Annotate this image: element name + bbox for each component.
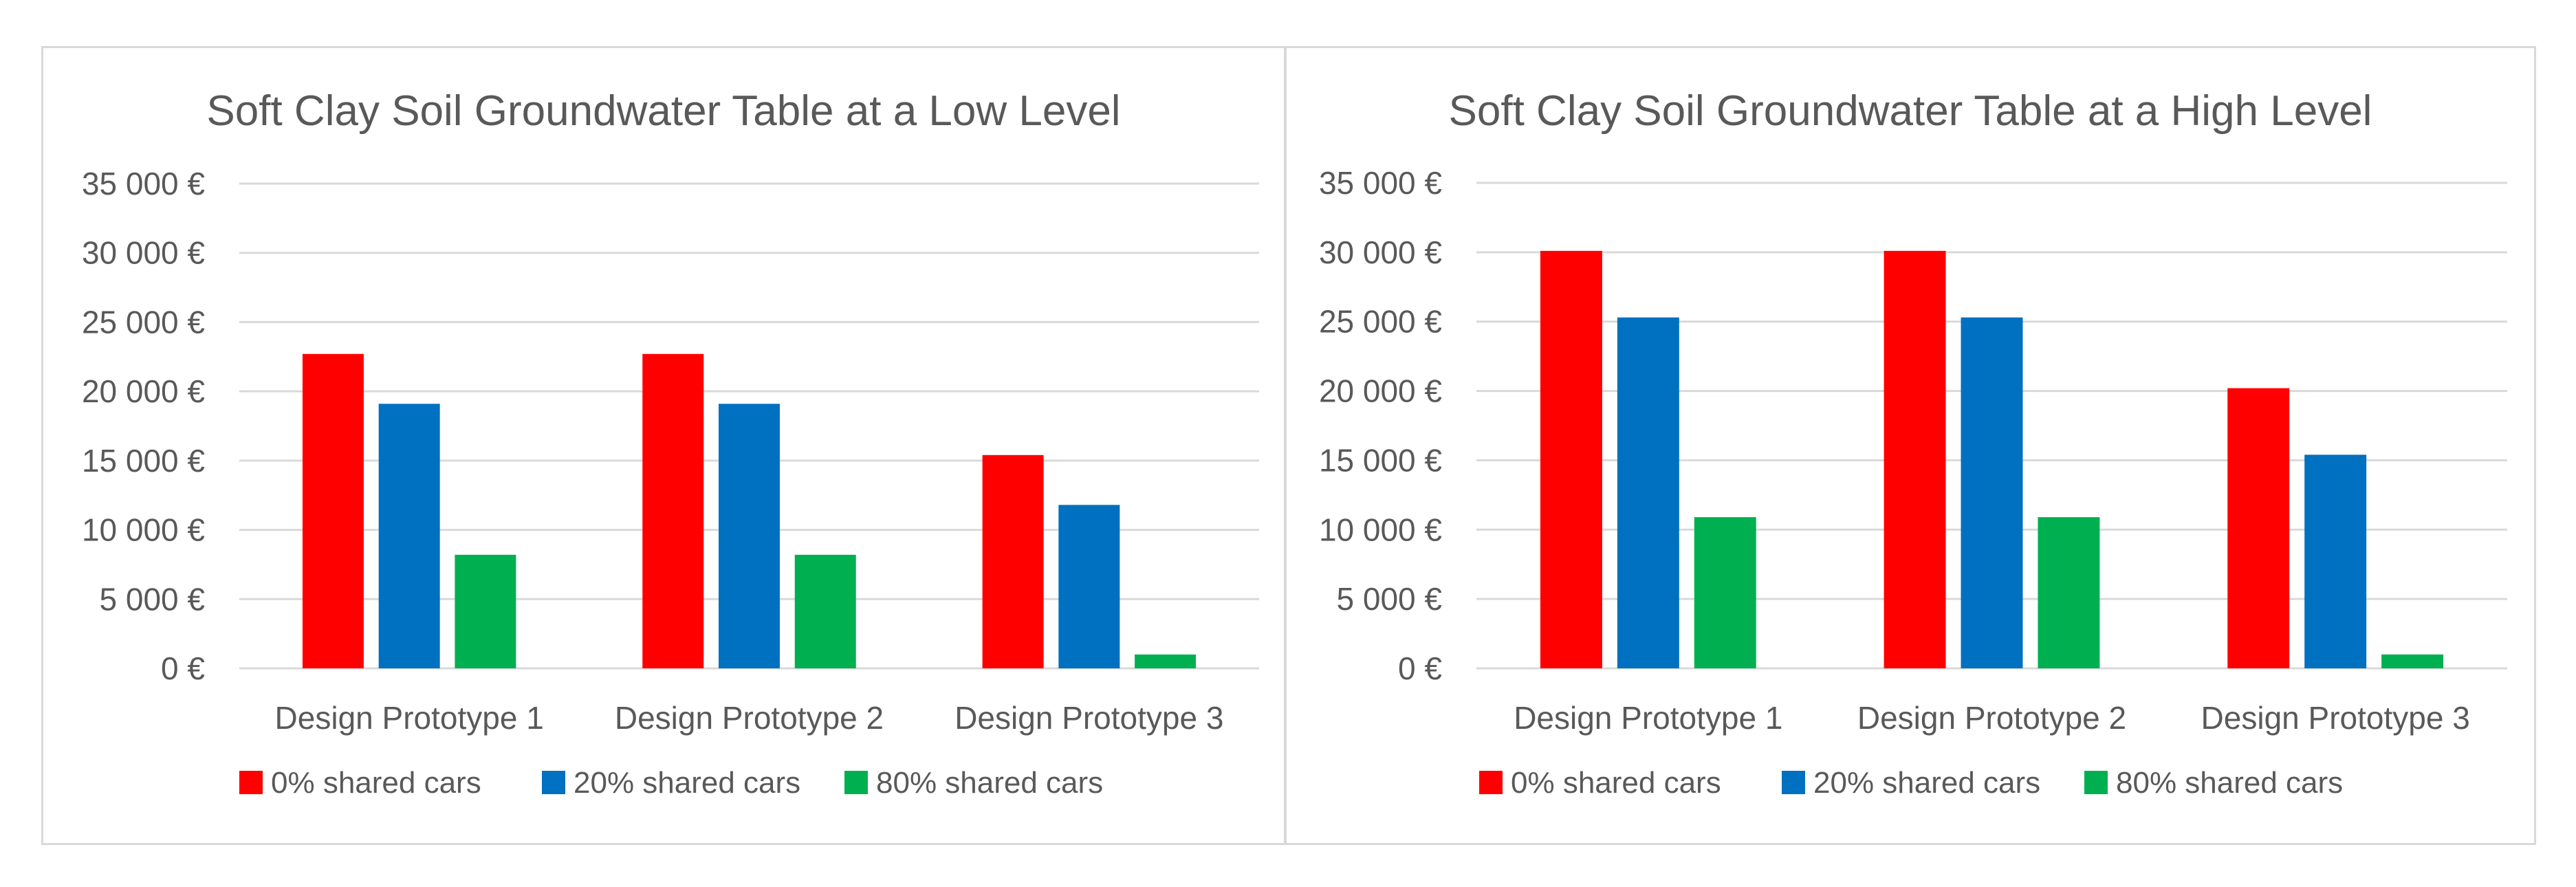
y-tick-label: 25 000 € — [82, 304, 205, 340]
y-tick-label: 20 000 € — [1319, 373, 1442, 409]
bar-20-shared-cars — [719, 404, 780, 668]
bar-80-shared-cars — [2381, 654, 2444, 668]
chart-title: Soft Clay Soil Groundwater Table at a Lo… — [206, 87, 1120, 135]
bar-20-shared-cars — [1058, 505, 1120, 668]
bar-80-shared-cars — [1135, 654, 1197, 668]
chart-title: Soft Clay Soil Groundwater Table at a Hi… — [1449, 87, 2372, 135]
y-tick-label: 35 000 € — [82, 166, 205, 201]
bar-20-shared-cars — [378, 404, 440, 668]
x-category-label: Design Prototype 1 — [1514, 700, 1782, 736]
chart-panel-low-level: Soft Clay Soil Groundwater Table at a Lo… — [41, 46, 1286, 845]
legend-swatch — [239, 771, 263, 794]
y-tick-label: 0 € — [161, 650, 205, 686]
bar-80-shared-cars — [794, 554, 856, 668]
y-tick-label: 15 000 € — [1319, 442, 1442, 478]
legend-label: 0% shared cars — [1511, 766, 1721, 800]
legend-swatch — [844, 771, 868, 794]
chart-high-level: Soft Clay Soil Groundwater Table at a Hi… — [1319, 87, 2507, 800]
x-category-label: Design Prototype 1 — [275, 700, 544, 736]
bar-20-shared-cars — [2304, 455, 2367, 668]
x-category-label: Design Prototype 2 — [1857, 700, 2126, 736]
bar-80-shared-cars — [455, 554, 516, 668]
y-tick-label: 15 000 € — [82, 443, 205, 479]
y-tick-label: 0 € — [1398, 650, 1442, 686]
bar-0-shared-cars — [1884, 250, 1946, 669]
legend-label: 20% shared cars — [1813, 766, 2040, 800]
legend-label: 80% shared cars — [2116, 766, 2343, 800]
bar-20-shared-cars — [1617, 317, 1679, 668]
bar-20-shared-cars — [1961, 317, 2023, 668]
y-tick-label: 10 000 € — [82, 512, 205, 548]
y-tick-label: 30 000 € — [1319, 234, 1442, 270]
legend-label: 80% shared cars — [876, 766, 1103, 800]
x-category-label: Design Prototype 3 — [2201, 700, 2470, 736]
bar-0-shared-cars — [982, 455, 1044, 668]
bar-80-shared-cars — [2038, 517, 2100, 668]
y-tick-label: 25 000 € — [1319, 304, 1442, 340]
y-tick-label: 5 000 € — [100, 581, 205, 617]
x-category-label: Design Prototype 3 — [954, 700, 1223, 736]
bar-0-shared-cars — [1540, 250, 1602, 669]
chart-low-level: Soft Clay Soil Groundwater Table at a Lo… — [82, 87, 1259, 800]
y-tick-label: 35 000 € — [1319, 165, 1442, 201]
legend-label: 20% shared cars — [574, 766, 800, 800]
legend-swatch — [1782, 771, 1805, 794]
legend-label: 0% shared cars — [271, 766, 481, 800]
bar-0-shared-cars — [302, 353, 364, 668]
y-tick-label: 5 000 € — [1337, 581, 1442, 617]
legend-swatch — [542, 771, 565, 794]
x-category-label: Design Prototype 2 — [615, 700, 884, 736]
bar-0-shared-cars — [642, 353, 704, 668]
bar-0-shared-cars — [2227, 388, 2290, 668]
y-tick-label: 10 000 € — [1319, 512, 1442, 547]
legend-swatch — [1479, 771, 1503, 794]
chart-panel-high-level: Soft Clay Soil Groundwater Table at a Hi… — [1285, 46, 2536, 845]
y-tick-label: 20 000 € — [82, 373, 205, 409]
legend-swatch — [2084, 771, 2108, 794]
bar-80-shared-cars — [1694, 517, 1756, 668]
y-tick-label: 30 000 € — [82, 235, 205, 271]
